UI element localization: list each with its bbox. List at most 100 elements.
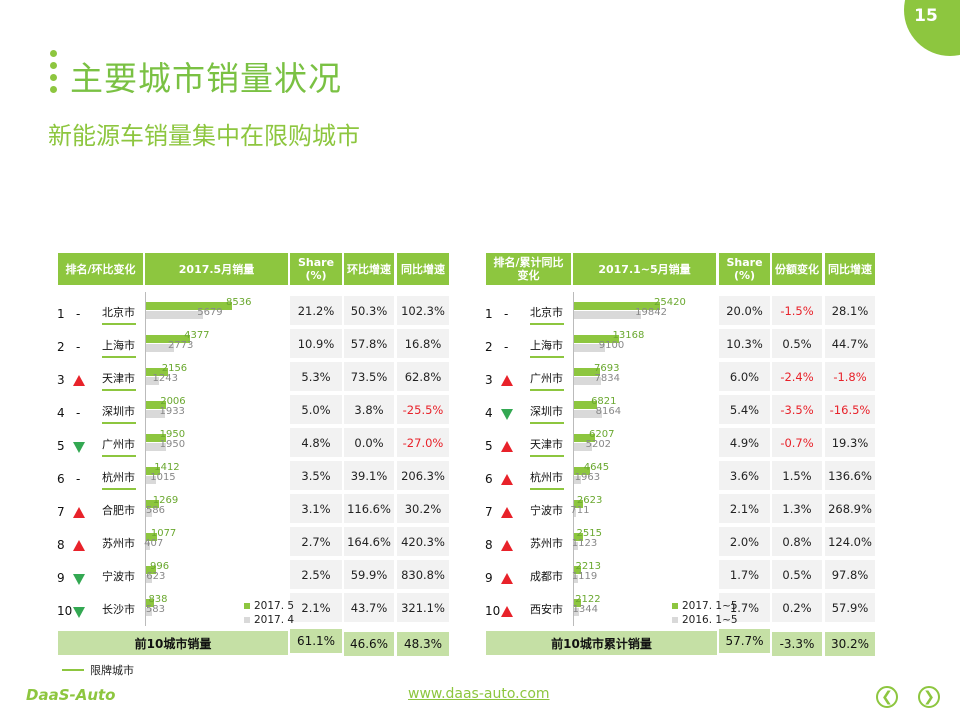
value-previous: 7834 [594,373,620,384]
value-current: 2006 [160,396,186,407]
header-share_change: 份额变化 [772,253,822,285]
bar-previous [574,542,578,550]
arrow-up-icon [501,573,513,584]
cell-share_change: -0.7% [772,428,822,457]
cell-share: 10.3% [719,329,770,358]
cell-yoy: 420.3% [397,527,449,556]
city-name: 广州市 [102,438,135,451]
bar-previous [146,575,153,583]
bar-previous [574,344,605,352]
bar-current [574,434,595,442]
bar-current [574,500,583,508]
legend-current-label: 2017. 1~5 [682,600,738,612]
bar-current [146,302,232,310]
no-change-dash: - [76,472,81,486]
bar-previous [146,344,174,352]
value-previous: 5679 [197,307,223,318]
limited-line-swatch [62,669,84,671]
cell-share_change: -2.4% [772,362,822,391]
legend-previous-swatch [244,617,250,623]
limited-city-underline [530,356,564,358]
city-name: 杭州市 [530,471,563,484]
value-current: 4377 [184,330,210,341]
value-previous: 1123 [571,538,598,549]
arrow-up-icon [73,375,85,386]
value-previous: 711 [570,505,590,516]
prev-page-button[interactable]: ❮ [876,686,898,708]
limited-legend-label: 限牌城市 [90,664,134,677]
city-name: 成都市 [530,570,563,583]
limited-city-underline [530,422,564,424]
bar-previous [574,575,578,583]
arrow-up-icon [501,441,513,452]
limited-city-underline [102,323,136,325]
arrow-up-icon [501,540,513,551]
rank-number: 2 [57,340,65,354]
limited-city-underline [102,356,136,358]
legend-current-swatch [672,603,678,609]
legend-previous: 2017. 4 [244,614,294,626]
rank-number: 9 [485,571,493,585]
bar-current [574,401,598,409]
cell-mom: 43.7% [344,593,394,622]
value-current: 1950 [159,429,186,440]
no-change-dash: - [504,307,509,321]
cell-share: 2.7% [290,527,342,556]
bar-current [574,368,601,376]
bar-previous [146,608,152,616]
cell-yoy: 30.2% [397,494,449,523]
bar-current [146,533,157,541]
value-previous: 1963 [574,472,601,483]
daas-auto-logo: DaaS-Auto [26,686,116,704]
bar-axis [145,292,146,626]
rank-number: 10 [57,604,73,618]
city-name: 北京市 [102,306,135,319]
limited-city-underline [530,323,564,325]
page-subtitle: 新能源车销量集中在限购城市 [48,122,360,150]
rank-number: 2 [485,340,493,354]
cell-mom: 3.8% [344,395,394,424]
cell-share_change: 0.2% [772,593,822,622]
cell-share: 20.0% [719,296,770,325]
total-share: 61.1% [290,629,342,653]
cell-yoy: 28.1% [825,296,875,325]
value-previous: 1119 [571,571,598,582]
city-name: 宁波市 [530,504,563,517]
arrow-down-icon [73,574,85,585]
value-previous: 1933 [159,406,185,417]
bar-current [146,368,168,376]
rank-number: 10 [485,604,501,618]
footer-link[interactable]: www.daas-auto.com [408,686,550,702]
cell-mom: 164.6% [344,527,394,556]
value-current: 2515 [576,528,602,539]
limited-city-underline [530,488,564,490]
cell-share: 5.4% [719,395,770,424]
cell-mom: 116.6% [344,494,394,523]
rank-number: 1 [485,307,493,321]
rank-number: 6 [485,472,493,486]
header-yoy: 同比增速 [825,253,875,285]
total-share: 57.7% [719,629,770,653]
value-current: 2213 [575,561,601,572]
cell-yoy: 62.8% [397,362,449,391]
value-current: 4645 [583,462,610,473]
city-name: 杭州市 [102,471,135,484]
cell-share: 3.1% [290,494,342,523]
cell-share: 5.0% [290,395,342,424]
cell-share: 6.0% [719,362,770,391]
legend-previous-label: 2017. 4 [254,614,295,626]
value-current: 6207 [588,429,615,440]
arrow-up-icon [501,507,513,518]
value-previous: 407 [144,538,164,549]
rank-number: 9 [57,571,65,585]
bar-previous [574,410,602,418]
city-name: 深圳市 [530,405,563,418]
value-previous: 1344 [572,604,598,615]
next-page-button[interactable]: ❯ [918,686,940,708]
bar-current [574,533,583,541]
cell-yoy: 44.7% [825,329,875,358]
cell-share: 10.9% [290,329,342,358]
value-current: 996 [150,561,170,572]
legend-current: 2017. 5 [244,600,294,612]
cell-yoy: 16.8% [397,329,449,358]
